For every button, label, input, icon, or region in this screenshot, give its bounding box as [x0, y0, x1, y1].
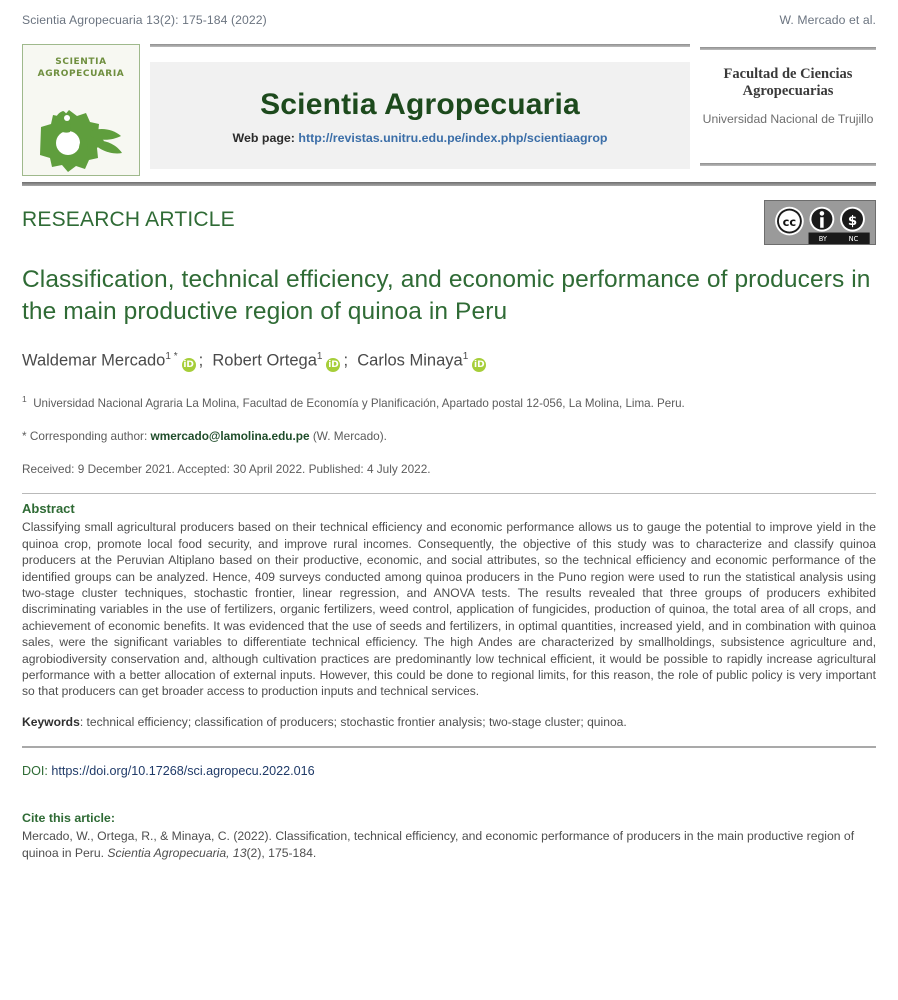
author-1-affiliation-marker: 1 * [165, 351, 178, 362]
affiliation-text: Universidad Nacional Agraria La Molina, … [33, 396, 685, 410]
citation-journal: Scientia Agropecuaria, 13 [107, 845, 247, 860]
running-head-right: W. Mercado et al. [779, 13, 876, 27]
abstract-text: Classifying small agricultural producers… [22, 520, 876, 699]
webpage-link[interactable]: http://revistas.unitru.edu.pe/index.php/… [298, 131, 608, 145]
journal-logo: SCIENTIA AGROPECUARIA [22, 44, 140, 176]
masthead-divider [22, 182, 876, 186]
publisher-block: Facultad de Ciencias Agropecuarias Unive… [700, 44, 876, 176]
running-head: Scientia Agropecuaria 13(2): 175-184 (20… [22, 0, 876, 27]
doi-line: DOI: https://doi.org/10.17268/sci.agrope… [22, 764, 876, 778]
publisher-top-rule [700, 47, 876, 50]
author-3-affiliation-marker: 1 [462, 351, 469, 362]
author-2-affiliation-marker: 1 [316, 351, 323, 362]
running-head-left: Scientia Agropecuaria 13(2): 175-184 (20… [22, 13, 267, 27]
affiliation-marker: 1 [22, 393, 27, 404]
citation-text: Mercado, W., Ortega, R., & Minaya, C. (2… [22, 828, 876, 862]
webpage-label: Web page: [232, 131, 295, 145]
doi-label: DOI: [22, 763, 52, 778]
faculty-name: Facultad de Ciencias Agropecuarias [723, 66, 853, 99]
corresponding-author: * Corresponding author: wmercado@lamolin… [22, 429, 876, 443]
page-title: Classification, technical efficiency, an… [22, 266, 871, 325]
author-3-name: Carlos Minaya [357, 351, 463, 370]
abstract-top-divider [22, 493, 876, 495]
author-3: Carlos Minaya1iD [348, 351, 489, 372]
author-1-name: Waldemar Mercado [22, 351, 166, 370]
author-separator: ; [198, 351, 204, 370]
doi-link[interactable]: https://doi.org/10.17268/sci.agropecu.20… [51, 763, 315, 778]
keywords: Keywords: technical efficiency; classifi… [22, 714, 876, 730]
journal-title-block: Scientia Agropecuaria Web page: http://r… [150, 44, 690, 176]
corresponding-suffix: (W. Mercado). [312, 429, 387, 444]
journal-name: Scientia Agropecuaria [260, 88, 580, 121]
university-name: Universidad Nacional de Trujillo [702, 112, 874, 126]
logo-line-2: AGROPECUARIA [37, 69, 125, 79]
affiliation: 1 Universidad Nacional Agraria La Molina… [22, 391, 876, 412]
journal-masthead: SCIENTIA AGROPECUARIA Scientia Agropecua… [22, 44, 876, 176]
svg-text:cc: cc [783, 215, 797, 229]
orcid-icon[interactable]: iD [326, 357, 341, 372]
author-list: Waldemar Mercado1 *iD; Robert Ortega1iD;… [22, 351, 876, 372]
citation-part-2: (2), 175-184. [246, 845, 317, 860]
masthead-top-rule [150, 44, 690, 47]
corresponding-label: * Corresponding author: [22, 429, 148, 444]
author-1: Waldemar Mercado1 *iD; [22, 351, 203, 372]
journal-webpage: Web page: http://revistas.unitru.edu.pe/… [150, 131, 690, 145]
orcid-icon[interactable]: iD [472, 357, 487, 372]
gear-leaf-logo-icon [40, 110, 122, 172]
article-head: RESEARCH ARTICLE cc $ BY NC [22, 200, 876, 252]
orcid-icon[interactable]: iD [181, 357, 196, 372]
cc-license-badge[interactable]: cc $ BY NC [764, 200, 876, 245]
cc-by-nc-icon: cc $ BY NC [766, 201, 874, 244]
author-2: Robert Ortega1iD; [203, 351, 348, 372]
author-separator: ; [343, 351, 349, 370]
keywords-label: Keywords [22, 714, 80, 729]
svg-text:NC: NC [849, 235, 859, 243]
doi-divider [22, 745, 876, 748]
keywords-value: : technical efficiency; classification o… [79, 714, 627, 729]
citation-part-1: Mercado, W., Ortega, R., & Minaya, C. (2… [22, 828, 855, 860]
author-2-name: Robert Ortega [212, 351, 317, 370]
article-type-label: RESEARCH ARTICLE [22, 208, 235, 231]
svg-text:$: $ [848, 214, 857, 229]
corresponding-email[interactable]: wmercado@lamolina.edu.pe [150, 429, 310, 444]
logo-line-1: SCIENTIA [55, 57, 107, 67]
abstract-heading: Abstract [22, 501, 75, 517]
svg-text:BY: BY [819, 235, 828, 243]
article-dates: Received: 9 December 2021. Accepted: 30 … [22, 462, 431, 477]
citation-heading: Cite this article: [22, 810, 115, 825]
publisher-bottom-rule [700, 163, 876, 166]
